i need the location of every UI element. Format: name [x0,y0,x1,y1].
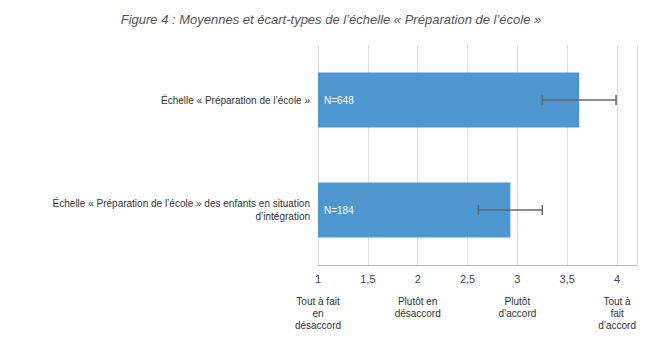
svg-text:fait: fait [610,308,624,319]
svg-text:Tout à: Tout à [603,296,631,307]
svg-text:N=184: N=184 [324,205,354,216]
svg-text:1: 1 [315,273,321,285]
svg-text:3: 3 [514,273,520,285]
svg-text:3,5: 3,5 [560,273,575,285]
svg-text:Plutôt: Plutôt [505,296,531,307]
svg-text:4: 4 [614,273,620,285]
svg-text:Échelle « Préparation de l’éco: Échelle « Préparation de l’école » [161,94,310,106]
svg-text:Plutôt en: Plutôt en [398,296,437,307]
svg-text:d’accord: d’accord [498,308,536,319]
svg-text:Figure 4 : Moyennes et écart-t: Figure 4 : Moyennes et écart-types de l’… [121,12,542,27]
svg-text:2: 2 [415,273,421,285]
svg-text:2,5: 2,5 [460,273,475,285]
svg-text:Échelle « Préparation de l’éco: Échelle « Préparation de l’école » des e… [53,197,310,209]
svg-text:Tout à fait: Tout à fait [296,296,340,307]
svg-text:désaccord: désaccord [395,308,441,319]
svg-text:désaccord: désaccord [295,320,341,331]
svg-text:en: en [312,308,323,319]
svg-text:d’intégration: d’intégration [256,211,310,222]
svg-text:1,5: 1,5 [360,273,375,285]
svg-text:d’accord: d’accord [598,320,636,331]
svg-text:N=648: N=648 [324,95,354,106]
